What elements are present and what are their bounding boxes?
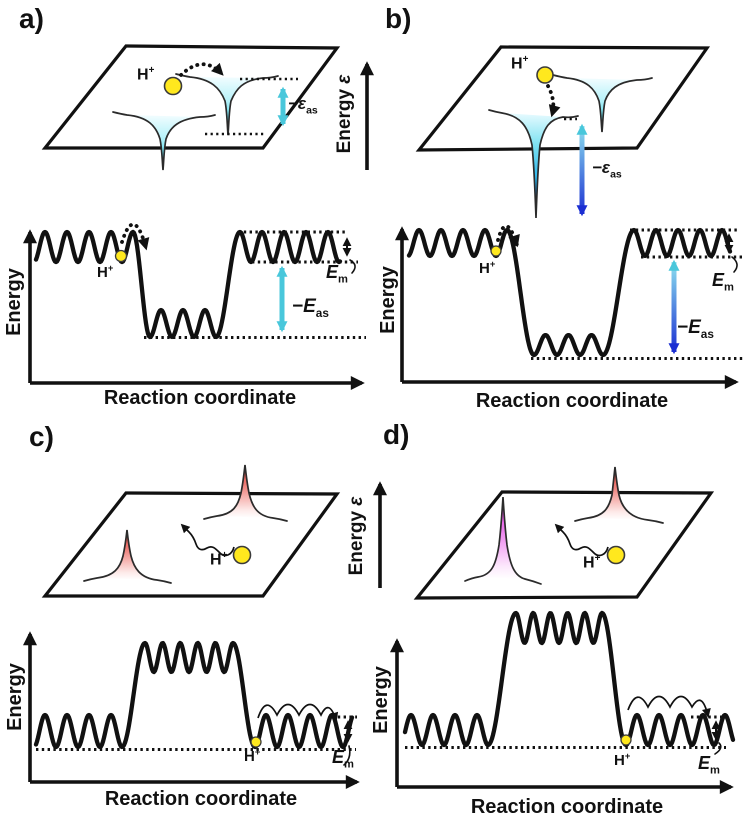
proton-hop-arrow-icon (120, 222, 150, 251)
panel-d-letter: d) (383, 419, 410, 450)
panel-b-letter: b) (385, 3, 412, 34)
proton-icon (620, 734, 632, 746)
surface-energy-axis-label: Energy ε (334, 74, 355, 154)
barrier-peak-fill (217, 465, 273, 518)
migration-barrier-label: Em (332, 747, 354, 771)
surface-energy-axis-row2 (373, 481, 387, 588)
panel-d-surface-diagram (413, 466, 715, 600)
proton-hopping-arrow-icon (257, 703, 339, 722)
surface-energy-axis-label: Energy ε (346, 496, 367, 576)
x-axis-label: Reaction coordinate (470, 796, 664, 818)
shallow-well-fill (567, 78, 637, 132)
site-energy-label: −εas (288, 94, 318, 117)
y-axis-label: Energy (3, 663, 26, 731)
proton-icon (536, 66, 554, 84)
label-hook (714, 742, 722, 755)
site-energy-plot-label: −Eas (677, 317, 714, 341)
proton-wander-arrow-icon (180, 523, 235, 557)
proton-hop-arrow-icon (496, 224, 520, 248)
proton-label: H+ (210, 550, 228, 569)
barrier-peak-outline-icon (203, 464, 288, 522)
panel-c-letter: c) (29, 421, 54, 452)
panel-c-surface-diagram (41, 464, 341, 598)
y-axis-label: Energy (369, 666, 392, 734)
proton-icon (606, 545, 626, 565)
migration-barrier-label: Em (698, 753, 720, 777)
proton-label: H+ (511, 54, 529, 73)
tall-barrier-peak-outline-icon (464, 496, 542, 585)
proton-label: H+ (244, 747, 261, 765)
barrier-peak-fill (97, 530, 157, 580)
panel-b-surface-diagram (415, 45, 711, 219)
label-hook (731, 256, 738, 273)
proton-hop-arrow-icon (546, 84, 561, 118)
site-energy-plot-label: −Eas (292, 296, 329, 320)
main-energy-curve (33, 640, 355, 750)
label-hook (343, 745, 351, 766)
label-hook (349, 259, 356, 274)
site-energy-label: −εas (592, 158, 622, 181)
panel-a-surface-diagram (41, 44, 341, 171)
proton-wander-arrow-icon (554, 523, 609, 557)
migration-barrier-label: Em (712, 270, 734, 294)
main-energy-curve (406, 227, 733, 358)
deep-trap-well-fill (502, 113, 563, 218)
tall-barrier-peak-fill (478, 497, 525, 579)
proton-icon (232, 545, 252, 565)
surface-energy-axis-row1 (360, 61, 374, 170)
proton-icon (163, 76, 183, 96)
proton-label: H+ (614, 751, 631, 769)
proton-label: H+ (479, 259, 496, 277)
x-axis-label: Reaction coordinate (103, 387, 297, 409)
proton-label: H+ (97, 263, 114, 281)
panel-d-energy-plot (390, 610, 736, 794)
shallow-well-outline-icon (112, 111, 216, 171)
surface-plane (41, 44, 341, 150)
y-axis-label: Energy (2, 268, 25, 336)
x-axis-label: Reaction coordinate (104, 788, 298, 810)
main-energy-curve (402, 610, 736, 748)
proton-icon (114, 249, 128, 263)
proton-hop-arrow-icon (179, 62, 224, 77)
barrier-peak-outline-icon (574, 466, 664, 524)
y-axis-label: Energy (376, 266, 399, 334)
proton-label: H+ (583, 553, 601, 572)
panel-c-energy-plot (23, 631, 360, 789)
surface-plane (415, 45, 711, 152)
x-axis-label: Reaction coordinate (475, 390, 669, 412)
shallow-well-outline-icon (552, 74, 653, 133)
proton-label: H+ (137, 65, 155, 84)
shallow-well-fill (127, 115, 200, 170)
proton-icon (490, 245, 502, 257)
deep-trap-well-outline-icon (488, 109, 579, 219)
panel-b-energy-plot (395, 224, 743, 389)
proton-hopping-arrow-icon (627, 695, 711, 718)
panel-a-letter: a) (19, 3, 44, 34)
migration-barrier-label: Em (326, 262, 348, 286)
barrier-peak-outline-icon (83, 529, 172, 584)
proton-icon (250, 736, 262, 748)
panel-a-energy-plot (23, 222, 366, 390)
main-energy-curve (33, 229, 343, 340)
surface-plane (413, 490, 715, 600)
